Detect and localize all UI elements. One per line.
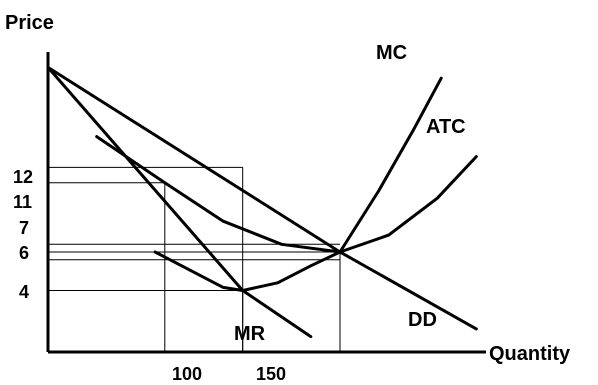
curve-atc [95,135,478,254]
mr-label: MR [234,323,266,345]
x-tick-150: 150 [256,364,286,384]
curve-mr [46,65,313,339]
guide-lines [48,166,341,352]
dd-label: DD [408,309,437,331]
y-axis-title: Price [5,12,54,34]
curve-mc [153,76,443,292]
y-tick-11: 11 [13,192,32,212]
y-tick-7: 7 [19,218,29,238]
y-tick-4: 4 [19,282,29,302]
curve-dd [46,65,478,331]
curves [46,65,478,339]
mc-label: MC [376,42,407,64]
x-axis-title: Quantity [489,343,571,365]
y-tick-6: 6 [19,243,29,263]
y-tick-12: 12 [13,167,33,187]
atc-label: ATC [426,116,466,138]
x-tick-100: 100 [172,364,202,384]
